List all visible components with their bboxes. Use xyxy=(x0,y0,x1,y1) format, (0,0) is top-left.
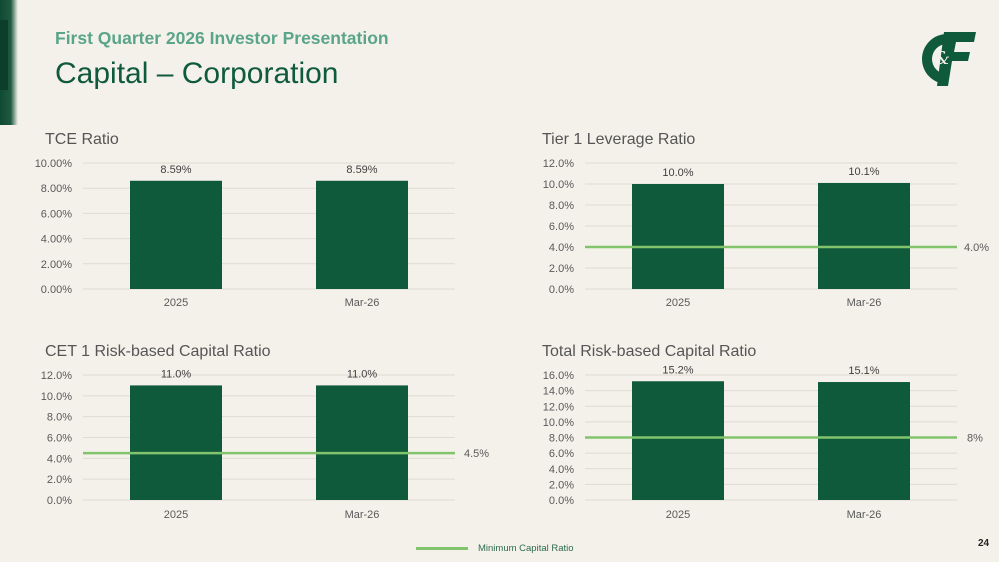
data-label: 11.0% xyxy=(161,368,192,380)
category-label: 2025 xyxy=(666,297,690,309)
bar xyxy=(818,382,910,500)
svg-text:&: & xyxy=(934,48,950,69)
y-tick-label: 0.0% xyxy=(549,495,574,507)
page-number: 24 xyxy=(978,538,990,549)
bar xyxy=(130,180,222,289)
y-tick-label: 8.0% xyxy=(549,433,574,445)
bar xyxy=(316,180,408,289)
y-tick-label: 16.0% xyxy=(543,370,574,382)
y-tick-label: 6.00% xyxy=(41,208,72,220)
legend-line-swatch xyxy=(416,546,468,550)
data-label: 11.0% xyxy=(347,368,378,380)
chart-title-cet1: CET 1 Risk-based Capital Ratio xyxy=(45,343,271,360)
category-label: Mar-26 xyxy=(847,509,882,521)
data-label: 10.1% xyxy=(848,166,879,178)
y-tick-label: 8.00% xyxy=(41,183,72,195)
category-label: 2025 xyxy=(164,509,188,521)
y-tick-label: 2.0% xyxy=(47,474,72,486)
y-tick-label: 4.0% xyxy=(549,464,574,476)
legend: Minimum Capital Ratio xyxy=(416,540,574,556)
bar xyxy=(632,381,724,500)
y-tick-label: 0.0% xyxy=(47,495,72,507)
chart-title-total: Total Risk-based Capital Ratio xyxy=(542,343,757,360)
data-label: 8.59% xyxy=(160,164,191,176)
y-tick-label: 4.00% xyxy=(41,234,72,246)
y-tick-label: 12.0% xyxy=(543,158,574,170)
y-tick-label: 10.00% xyxy=(35,158,73,170)
chart-title-tier1: Tier 1 Leverage Ratio xyxy=(542,131,696,148)
data-label: 15.1% xyxy=(848,365,879,377)
y-tick-label: 2.0% xyxy=(549,479,574,491)
y-tick-label: 8.0% xyxy=(549,200,574,212)
y-tick-label: 2.00% xyxy=(41,259,72,271)
y-tick-label: 6.0% xyxy=(549,448,574,460)
category-label: 2025 xyxy=(164,297,188,309)
decorative-edge-dark xyxy=(0,20,8,90)
y-tick-label: 4.0% xyxy=(47,453,72,465)
bar xyxy=(130,385,222,500)
y-tick-label: 4.0% xyxy=(549,242,574,254)
bar xyxy=(316,385,408,500)
y-tick-label: 0.00% xyxy=(41,284,72,296)
minimum-ratio-label: 4.5% xyxy=(464,448,489,460)
bar xyxy=(818,182,910,289)
category-label: Mar-26 xyxy=(345,509,380,521)
category-label: 2025 xyxy=(666,509,690,521)
data-label: 10.0% xyxy=(662,167,693,179)
y-tick-label: 6.0% xyxy=(47,433,72,445)
y-tick-label: 8.0% xyxy=(47,412,72,424)
y-tick-label: 14.0% xyxy=(543,386,574,398)
y-tick-label: 0.0% xyxy=(549,284,574,296)
minimum-ratio-label: 8% xyxy=(967,433,983,445)
data-label: 15.2% xyxy=(662,364,693,376)
y-tick-label: 6.0% xyxy=(549,221,574,233)
minimum-ratio-label: 4.0% xyxy=(964,242,989,254)
data-label: 8.59% xyxy=(346,164,377,176)
legend-label: Minimum Capital Ratio xyxy=(478,542,574,554)
y-tick-label: 12.0% xyxy=(543,401,574,413)
y-tick-label: 2.0% xyxy=(549,263,574,275)
y-tick-label: 10.0% xyxy=(543,179,574,191)
category-label: Mar-26 xyxy=(345,297,380,309)
presentation-subtitle: First Quarter 2026 Investor Presentation xyxy=(55,28,389,48)
bar xyxy=(632,184,724,289)
company-logo: & xyxy=(922,32,976,86)
chart-title-tce: TCE Ratio xyxy=(45,131,119,148)
y-tick-label: 10.0% xyxy=(41,391,72,403)
y-tick-label: 10.0% xyxy=(543,417,574,429)
page-title: Capital – Corporation xyxy=(55,57,339,90)
category-label: Mar-26 xyxy=(847,297,882,309)
y-tick-label: 12.0% xyxy=(41,370,72,382)
